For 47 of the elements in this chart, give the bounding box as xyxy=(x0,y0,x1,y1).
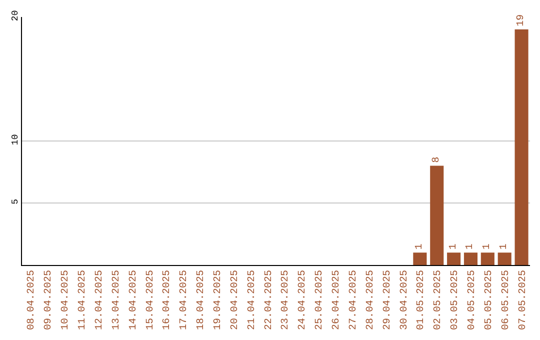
x-tick-label: 25.04.2025 xyxy=(314,270,326,330)
x-tick-label: 16.04.2025 xyxy=(162,270,174,330)
x-tick-label: 19.04.2025 xyxy=(212,270,224,330)
x-tick-label: 17.04.2025 xyxy=(179,270,190,330)
data-label: 1 xyxy=(448,244,460,250)
bar xyxy=(480,252,494,265)
data-label: 8 xyxy=(431,156,442,163)
x-tick-label: 20.04.2025 xyxy=(230,270,241,330)
data-label: 1 xyxy=(414,244,426,250)
y-tick-label: 5 xyxy=(10,198,20,204)
x-tick-label: 22.04.2025 xyxy=(264,270,275,330)
x-tick-label: 04.05.2025 xyxy=(466,270,478,330)
x-tick-label: 07.05.2025 xyxy=(518,270,529,330)
bar xyxy=(514,29,528,265)
x-tick-label: 27.04.2025 xyxy=(348,270,360,330)
x-tick-label: 10.04.2025 xyxy=(60,270,72,330)
x-tick-label: 03.05.2025 xyxy=(450,270,462,330)
x-tick-label: 02.05.2025 xyxy=(433,270,444,330)
x-tick-label: 24.04.2025 xyxy=(298,270,309,330)
data-label: 1 xyxy=(482,244,494,250)
bar xyxy=(447,252,461,265)
x-tick-label: 14.04.2025 xyxy=(128,270,140,330)
bar xyxy=(430,166,444,265)
x-tick-label: 11.04.2025 xyxy=(78,270,89,330)
x-tick-label: 21.04.2025 xyxy=(246,270,258,330)
y-tick-label: 10 xyxy=(10,134,20,146)
x-tick-label: 23.04.2025 xyxy=(280,270,292,330)
x-tick-label: 12.04.2025 xyxy=(94,270,106,330)
x-tick-label: 05.05.2025 xyxy=(484,270,495,330)
x-tick-label: 28.04.2025 xyxy=(365,270,376,330)
x-tick-label: 08.04.2025 xyxy=(26,270,38,330)
x-tick-label: 30.04.2025 xyxy=(399,270,410,330)
x-tick-label: 01.05.2025 xyxy=(416,270,428,330)
data-label: 19 xyxy=(516,14,528,26)
bar xyxy=(464,252,478,265)
bar xyxy=(413,252,427,265)
data-label: 1 xyxy=(465,244,476,250)
x-tick-label: 09.04.2025 xyxy=(44,270,55,330)
y-tick-label: 20 xyxy=(10,10,20,22)
x-tick-label: 06.05.2025 xyxy=(500,270,512,330)
x-tick-label: 15.04.2025 xyxy=(145,270,156,330)
bar xyxy=(498,252,512,265)
x-tick-label: 26.04.2025 xyxy=(332,270,343,330)
x-tick-label: 13.04.2025 xyxy=(111,270,122,330)
data-label: 1 xyxy=(499,244,510,250)
x-tick-label: 29.04.2025 xyxy=(382,270,394,330)
x-tick-label: 18.04.2025 xyxy=(196,270,208,330)
